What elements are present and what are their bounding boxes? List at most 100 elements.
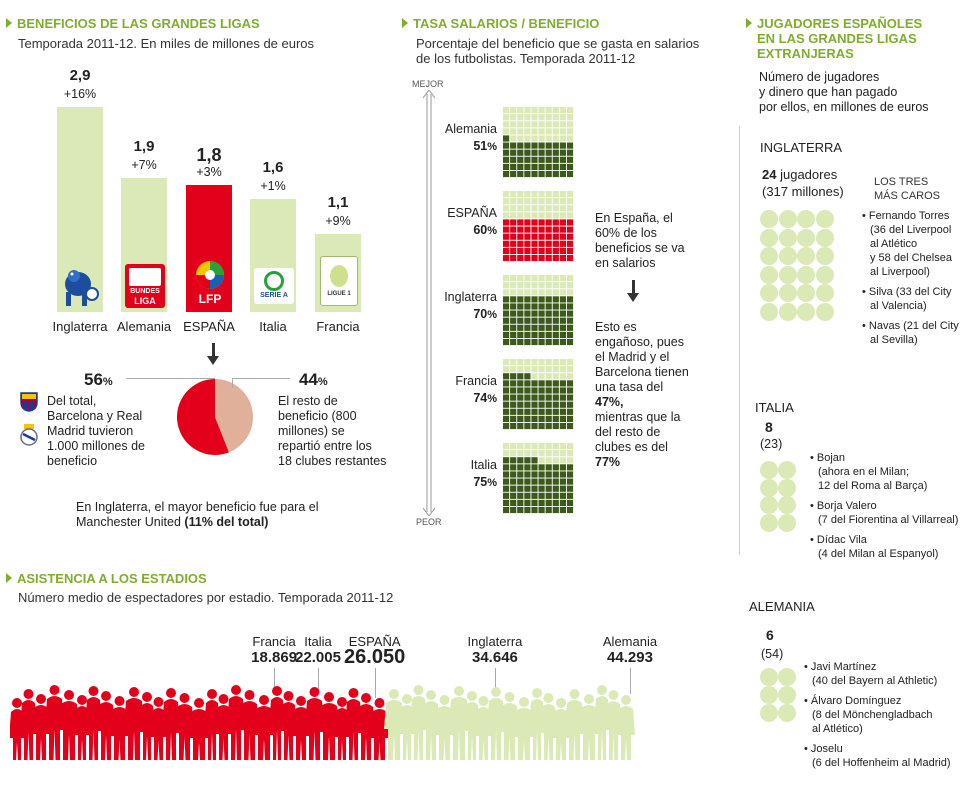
person-silhouette xyxy=(464,691,480,760)
text-line: Barcelona y Real xyxy=(47,409,143,423)
grid-cell xyxy=(545,219,552,226)
grid-cell xyxy=(524,387,531,394)
person-silhouette xyxy=(514,697,534,760)
grid-cell xyxy=(517,359,524,366)
grid-cell xyxy=(545,107,552,114)
grid-cell xyxy=(566,408,574,415)
grid-cell xyxy=(545,149,552,156)
grid-cell xyxy=(517,163,524,170)
grid-cell xyxy=(552,485,559,492)
grid-cell xyxy=(552,464,559,471)
grid-cell xyxy=(559,457,566,464)
grid-cell xyxy=(566,485,574,492)
crowd-silhouette xyxy=(10,685,635,760)
grid-cell xyxy=(503,121,510,128)
grid-cell xyxy=(524,415,531,422)
grid-cell xyxy=(538,408,545,415)
england-players-word: jugadores xyxy=(780,167,838,182)
italy-heading: ITALIA xyxy=(755,400,794,415)
text-line: el Madrid y el xyxy=(595,350,670,364)
serie-a-text: SERIE A xyxy=(260,292,288,299)
player-dot xyxy=(815,302,834,321)
arrow-down-icon xyxy=(207,343,219,365)
pie-left-leader xyxy=(127,378,215,379)
grid-cell xyxy=(503,226,510,233)
transfer-item: • Navas (21 del City al Sevilla) xyxy=(862,319,959,347)
arrow-down-icon xyxy=(627,280,639,302)
grid-cell xyxy=(545,254,552,262)
grid-cell xyxy=(531,324,538,331)
attendance-leader xyxy=(274,668,276,694)
grid-cell xyxy=(559,198,566,205)
grid-cell xyxy=(538,401,545,408)
grid-cell xyxy=(538,107,545,114)
grid-cell xyxy=(552,471,559,478)
grid-cell xyxy=(559,394,566,401)
ligue-1-ball-icon xyxy=(330,265,348,287)
country-label: Inglaterra xyxy=(444,290,497,304)
grid-cell xyxy=(503,408,510,415)
grid-cell xyxy=(510,394,517,401)
grid-cell xyxy=(538,142,545,149)
pie-slice-rest xyxy=(215,379,253,453)
grid-cell xyxy=(545,282,552,289)
transfer-line: • Álvaro Domínguez xyxy=(804,695,902,707)
text-line-bold: 77% xyxy=(595,455,621,469)
salary-grid xyxy=(503,275,574,346)
section-title-jugadores: JUGADORES ESPAÑOLES EN LAS GRANDES LIGAS… xyxy=(746,16,922,61)
salary-pct-label: 60% xyxy=(420,223,497,237)
grid-cell xyxy=(531,135,538,142)
transfer-item: • Borja Valero (7 del Fiorentina al Villa… xyxy=(810,499,958,527)
grid-cell xyxy=(510,422,517,430)
grid-cell xyxy=(531,499,538,506)
grid-cell xyxy=(566,331,574,338)
grid-cell xyxy=(503,471,510,478)
grid-cell xyxy=(531,156,538,163)
grid-cell xyxy=(559,163,566,170)
grid-cell xyxy=(545,205,552,212)
grid-cell xyxy=(552,331,559,338)
grid-cell xyxy=(510,156,517,163)
grid-cell xyxy=(503,359,510,366)
grid-cell xyxy=(538,492,545,499)
grid-cell xyxy=(566,282,574,289)
attendance-value: 34.646 xyxy=(472,649,518,666)
grid-cell xyxy=(545,226,552,233)
grid-cell xyxy=(503,282,510,289)
grid-cell xyxy=(559,401,566,408)
grid-cell xyxy=(531,205,538,212)
person-silhouette xyxy=(254,695,274,760)
germany-heading: ALEMANIA xyxy=(749,599,815,614)
grid-cell xyxy=(566,401,574,408)
person-silhouette xyxy=(410,685,427,760)
grid-cell xyxy=(531,464,538,471)
attendance-country: ESPAÑA xyxy=(348,634,401,649)
transfer-line: (6 del Hoffenheim al Madrid) xyxy=(812,757,951,769)
grid-cell xyxy=(531,149,538,156)
pct-sign: % xyxy=(487,477,497,489)
grid-cell xyxy=(552,142,559,149)
grid-cell xyxy=(510,275,517,282)
grid-cell xyxy=(503,506,510,514)
grid-cell xyxy=(545,415,552,422)
grid-cell xyxy=(538,506,545,514)
grid-cell xyxy=(524,401,531,408)
grid-cell xyxy=(531,380,538,387)
player-dot xyxy=(760,461,778,479)
triangle-icon xyxy=(6,573,12,583)
person-silhouette xyxy=(384,689,404,760)
grid-cell xyxy=(552,478,559,485)
grid-cell xyxy=(503,401,510,408)
grid-cell xyxy=(503,163,510,170)
grid-cell xyxy=(538,450,545,457)
text-line: El resto de xyxy=(278,394,338,408)
grid-cell xyxy=(510,282,517,289)
profit-bar xyxy=(186,184,232,312)
grid-cell xyxy=(545,303,552,310)
text-line: 1.000 millones de xyxy=(47,439,145,453)
grid-cell xyxy=(545,233,552,240)
text-line: Número de jugadores xyxy=(759,70,880,84)
grid-cell xyxy=(517,128,524,135)
grid-cell xyxy=(510,135,517,142)
grid-cell xyxy=(510,324,517,331)
